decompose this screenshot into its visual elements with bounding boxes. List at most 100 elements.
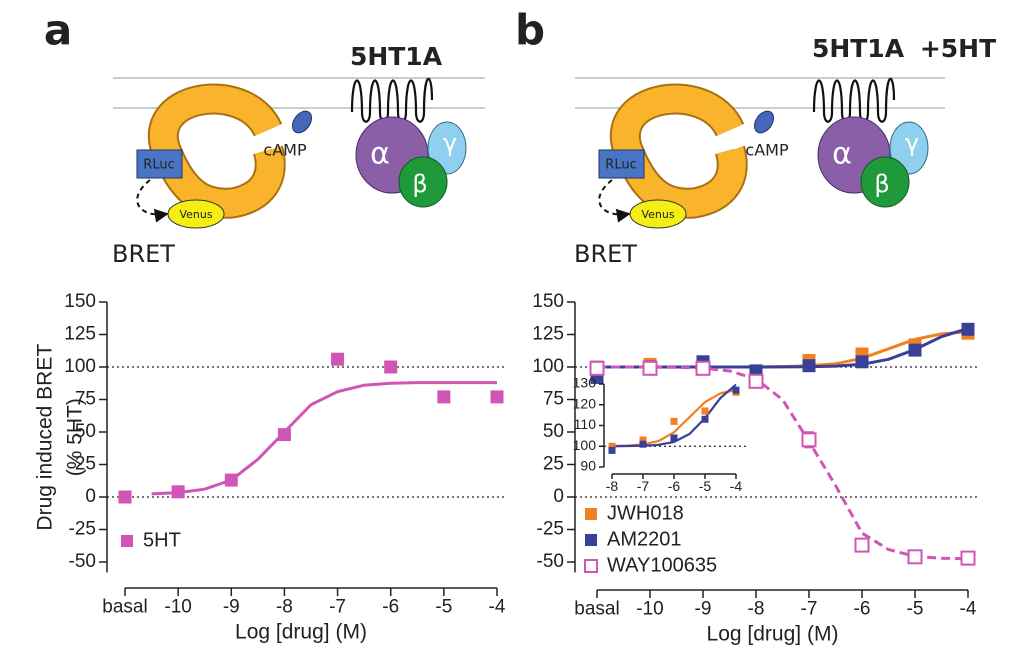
g-beta: [860, 156, 910, 208]
y-tick-label: -25: [537, 519, 564, 540]
chart: 90 100 110 120 130 -8 -7 -6 -5 -4: [573, 375, 746, 494]
gamma-label: γ: [443, 129, 457, 157]
legend-marker: [584, 559, 598, 573]
chart: -50 -25 0 25 50 75 100 125 150 basal -10 -9 -8 -7 -6 -5…: [532, 291, 978, 646]
x-tick-label: -6: [382, 596, 399, 617]
receptor-label: 5HT1A: [812, 34, 905, 63]
x-tick-label: -7: [329, 596, 346, 617]
y-tick-label: -50: [69, 551, 96, 572]
data-point: [171, 485, 185, 499]
data-point: [732, 386, 740, 394]
data-point: [118, 490, 132, 504]
y-tick-label: 25: [543, 454, 564, 475]
x-axis-label: Log [drug] (M): [707, 623, 839, 646]
bret-label: BRET: [574, 240, 637, 268]
data-point: [608, 446, 616, 454]
receptor-label: 5HT1A: [350, 42, 443, 71]
receptor: [350, 77, 434, 123]
y-tick-label: 110: [574, 416, 597, 432]
rluc-box: [598, 149, 645, 179]
data-point: [437, 390, 451, 404]
x-tick-label: -7: [637, 478, 650, 494]
y-tick-label: 130: [573, 375, 597, 391]
y-axis-label: Drug induced BRET: [34, 344, 57, 531]
camp-molecule: [291, 110, 313, 134]
data-point: [608, 442, 616, 450]
x-tick-label: -5: [435, 596, 452, 617]
x-tick-label: basal: [574, 598, 619, 619]
data-point: [490, 390, 504, 404]
gamma-label: γ: [905, 129, 919, 157]
beta-label: β: [874, 170, 889, 198]
y-axis-label: (% 5HT): [64, 398, 87, 476]
y-tick-label: 0: [85, 486, 96, 507]
panel-label: b: [515, 6, 545, 55]
beta-label: β: [412, 170, 427, 198]
x-axis-label: Log [drug] (M): [235, 621, 367, 644]
treatment-label: +5HT: [920, 34, 996, 63]
y-tick-label: 150: [532, 291, 564, 312]
y-tick-label: 125: [64, 324, 96, 345]
data-point: [331, 352, 345, 366]
y-tick-label: 125: [532, 324, 564, 345]
diagram-b: b 5HT1A +5HT cAMP RLuc Venus BRET α γ β: [515, 6, 996, 269]
data-point: [907, 549, 923, 565]
y-tick-label: 120: [573, 395, 597, 411]
data-point: [670, 434, 678, 442]
bret-arrow: [598, 179, 631, 223]
x-tick-label: -4: [489, 596, 506, 617]
fit-curve: [611, 383, 737, 448]
g-gamma: [427, 121, 467, 175]
legend-label: AM2201: [607, 528, 682, 550]
camp-label: cAMP: [263, 141, 307, 160]
x-tick-label: -8: [748, 598, 765, 619]
legend-label: 5HT: [143, 529, 181, 551]
legend-marker: [585, 508, 597, 520]
data-point: [801, 432, 817, 448]
x-tick-label: -10: [636, 598, 663, 619]
receptor: [812, 77, 896, 123]
x-tick-label: basal: [102, 596, 147, 617]
rluc-label: RLuc: [605, 158, 636, 173]
x-tick-label: -8: [606, 478, 619, 494]
y-tick-label: 100: [573, 437, 597, 453]
data-point: [384, 360, 398, 374]
data-point: [802, 359, 816, 373]
rluc-box: [136, 149, 183, 179]
y-tick-label: -50: [537, 551, 564, 572]
sensor-pocket: [725, 131, 743, 149]
y-tick-label: 150: [64, 291, 96, 312]
data-point: [961, 322, 975, 336]
y-tick-label: 75: [75, 389, 96, 410]
panel-label: a: [44, 6, 72, 55]
y-tick-label: 75: [543, 389, 564, 410]
data-point: [748, 373, 764, 389]
sensor-pocket: [263, 131, 281, 149]
camp-molecule: [753, 110, 775, 134]
x-tick-label: -8: [276, 596, 293, 617]
venus-label: Venus: [179, 208, 212, 221]
bret-arrow: [136, 179, 169, 223]
data-point: [701, 407, 709, 415]
data-point: [855, 355, 869, 369]
x-tick-label: -9: [223, 596, 240, 617]
x-tick-label: -10: [164, 596, 191, 617]
legend-label: WAY100635: [607, 554, 717, 576]
fit-curve: [151, 381, 497, 496]
venus-label: Venus: [641, 208, 674, 221]
x-tick-label: -4: [960, 598, 977, 619]
data-point: [639, 436, 647, 444]
data-point: [277, 428, 291, 442]
y-tick-label: 50: [543, 421, 564, 442]
data-point: [670, 417, 678, 425]
data-point: [695, 360, 711, 376]
y-tick-label: 0: [553, 486, 564, 507]
x-tick-label: -5: [699, 478, 712, 494]
y-tick-label: 100: [532, 356, 564, 377]
legend-marker: [121, 535, 133, 547]
y-tick-label: 90: [580, 458, 596, 474]
x-tick-label: -6: [668, 478, 681, 494]
rluc-label: RLuc: [143, 158, 174, 173]
camp-label: cAMP: [745, 141, 789, 160]
